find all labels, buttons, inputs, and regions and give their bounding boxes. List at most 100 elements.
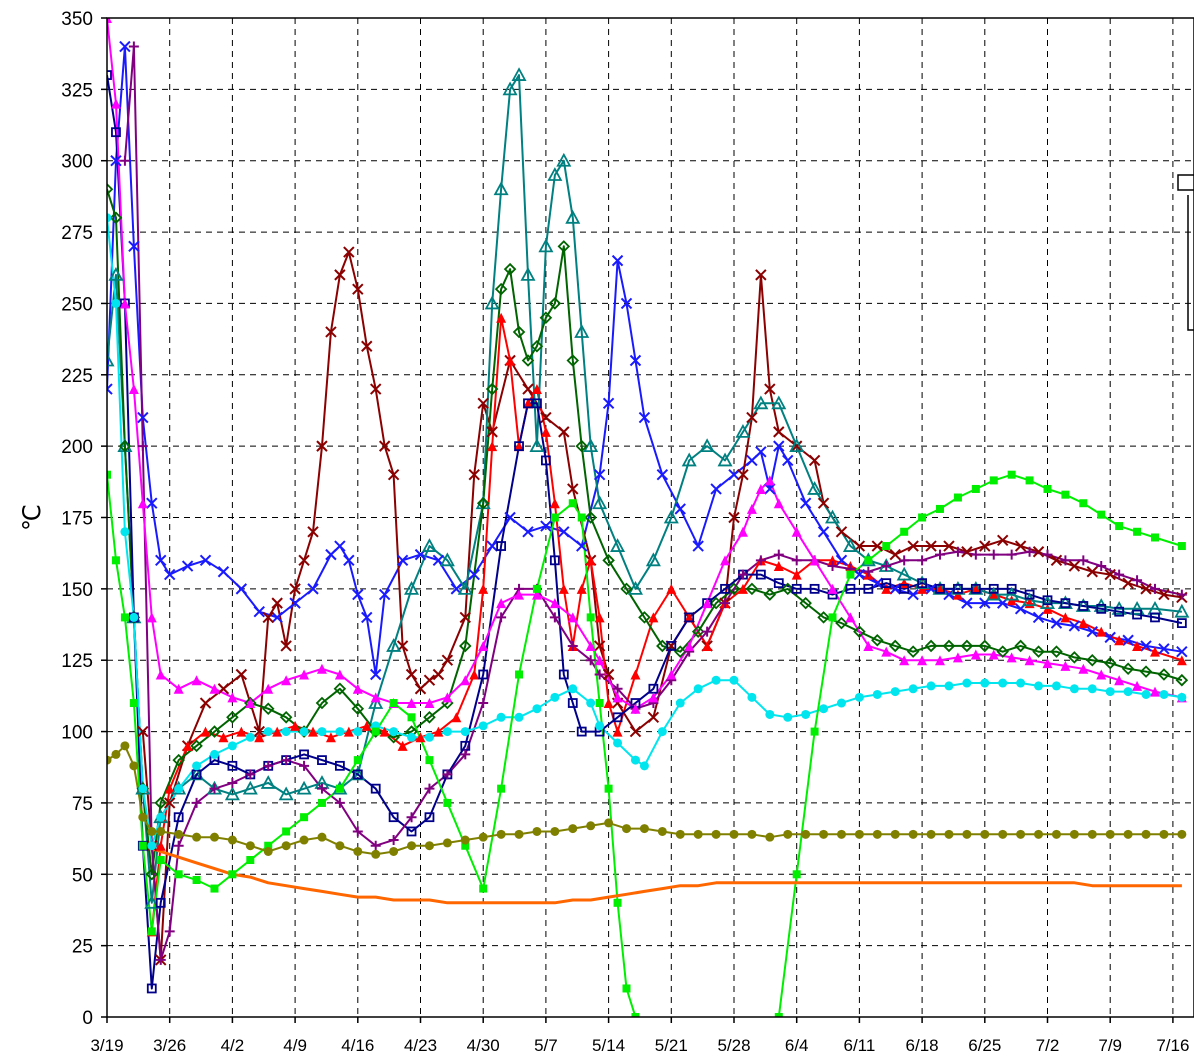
data-point — [747, 829, 757, 839]
x-tick-label: 6/25 — [968, 1036, 1001, 1055]
data-point — [1087, 684, 1097, 694]
data-point — [567, 698, 578, 708]
data-point — [271, 597, 283, 609]
data-point — [424, 812, 435, 823]
data-point — [980, 678, 990, 688]
data-point — [137, 441, 148, 452]
data-point — [917, 555, 928, 566]
data-point — [478, 832, 488, 842]
data-point — [224, 786, 240, 801]
data-point — [1016, 829, 1026, 839]
data-point — [107, 213, 112, 223]
data-point — [835, 616, 848, 630]
data-point — [352, 588, 364, 601]
data-point — [942, 639, 956, 653]
data-point — [523, 398, 533, 409]
data-point — [1177, 829, 1187, 839]
data-point — [1103, 656, 1117, 670]
data-point — [1129, 600, 1145, 615]
data-point — [549, 598, 560, 609]
data-point — [717, 452, 733, 467]
data-point — [325, 732, 336, 743]
series-line — [107, 18, 1183, 710]
data-point — [547, 167, 563, 181]
data-point — [138, 841, 147, 850]
data-point — [782, 454, 794, 467]
data-point — [439, 552, 455, 567]
data-point — [1159, 829, 1169, 839]
data-point — [278, 786, 294, 801]
data-point — [612, 683, 623, 694]
data-point — [486, 426, 498, 438]
data-point — [773, 549, 784, 560]
data-point — [735, 423, 751, 438]
data-point — [593, 468, 606, 481]
data-point — [612, 712, 623, 723]
data-point — [226, 711, 239, 724]
data-point — [421, 538, 437, 552]
data-point — [629, 725, 642, 738]
data-point — [944, 681, 954, 691]
data-point — [433, 726, 444, 737]
series-line — [107, 473, 1183, 1017]
series-lines — [107, 18, 1183, 1017]
x-tick-label: 6/11 — [843, 1036, 875, 1055]
data-point — [1121, 662, 1135, 676]
data-point — [764, 483, 776, 495]
x-tick-label: 3/19 — [90, 1036, 123, 1055]
data-point — [924, 639, 938, 653]
data-point — [173, 683, 184, 694]
data-point — [235, 583, 248, 595]
data-point — [227, 760, 238, 771]
data-point — [799, 596, 812, 610]
data-point — [1086, 625, 1098, 638]
data-point — [289, 583, 301, 595]
data-point — [370, 668, 382, 681]
data-point — [872, 689, 882, 699]
data-point — [424, 841, 434, 851]
data-point — [107, 70, 112, 80]
data-point — [478, 583, 489, 594]
data-point — [575, 439, 589, 453]
data-point — [692, 540, 704, 552]
data-point — [702, 598, 713, 609]
data-point — [497, 784, 506, 793]
data-point — [1057, 595, 1073, 610]
data-point — [900, 527, 909, 536]
data-point — [773, 561, 784, 572]
data-point — [290, 720, 301, 731]
data-point — [907, 588, 919, 601]
data-point — [926, 829, 936, 839]
data-point — [503, 262, 517, 276]
data-point — [970, 549, 981, 560]
y-tick-label: 300 — [61, 152, 93, 173]
data-point — [1050, 617, 1063, 629]
data-point — [574, 324, 590, 338]
data-point — [396, 554, 409, 567]
data-point — [558, 526, 570, 538]
data-point — [853, 568, 866, 581]
data-point — [317, 798, 326, 807]
data-point — [881, 646, 892, 657]
grid-lines — [107, 18, 1194, 1017]
data-point — [539, 311, 553, 324]
data-point — [1175, 673, 1189, 687]
data-point — [906, 645, 920, 658]
data-point — [773, 498, 784, 509]
data-point — [890, 687, 900, 697]
data-point — [1078, 663, 1089, 674]
x-tick-label: 6/18 — [906, 1036, 939, 1055]
data-point — [361, 611, 373, 624]
data-point — [111, 127, 121, 138]
data-point — [630, 755, 640, 765]
data-point — [1034, 681, 1044, 691]
data-point — [773, 426, 785, 438]
data-point — [925, 540, 937, 552]
data-point — [791, 583, 802, 594]
data-point — [1176, 589, 1187, 600]
data-point — [1140, 583, 1152, 595]
data-point — [460, 727, 470, 737]
data-point — [502, 81, 518, 96]
data-point — [693, 829, 703, 839]
data-point — [709, 596, 723, 610]
